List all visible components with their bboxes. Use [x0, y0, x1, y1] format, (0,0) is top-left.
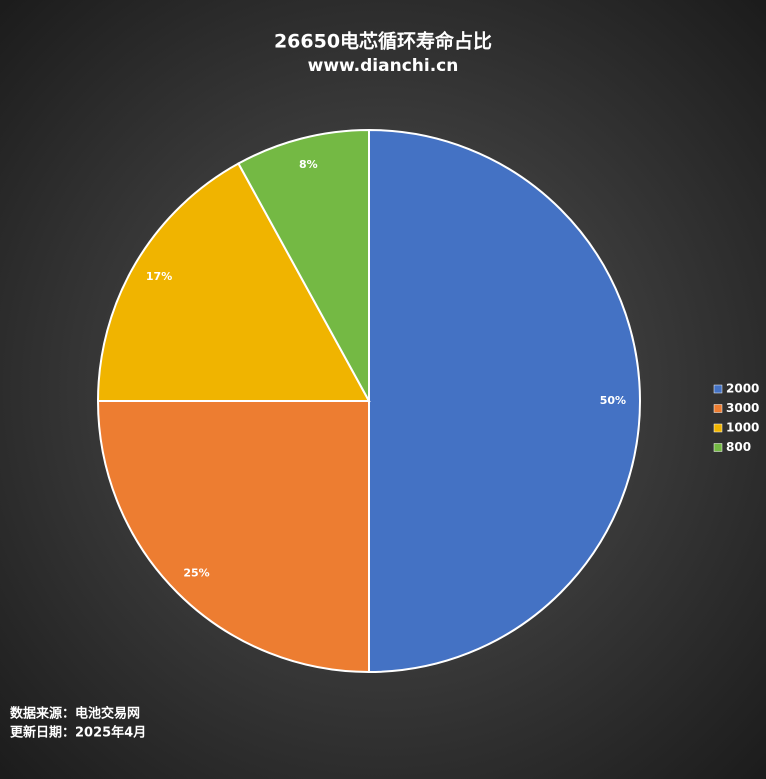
note: 更新日期：2025年4月	[10, 725, 146, 741]
chart-subtitle: www.dianchi.cn	[308, 56, 459, 76]
legend-label: 2000	[726, 382, 759, 396]
data-label: 8%	[299, 158, 318, 171]
note: 数据来源：电池交易网	[10, 706, 140, 722]
legend-label: 800	[726, 440, 751, 454]
legend-swatch	[713, 423, 723, 433]
data-label: 17%	[146, 270, 172, 283]
legend-swatch	[713, 384, 723, 394]
data-label: 50%	[600, 394, 626, 407]
legend-swatch	[713, 443, 723, 452]
chart-title: 26650电芯循环寿命占比	[274, 30, 492, 53]
pie-slice	[96, 162, 371, 402]
legend-label: 1000	[726, 421, 759, 435]
pie-slice	[96, 400, 370, 674]
data-label: 25%	[183, 566, 209, 579]
legend-swatch	[713, 404, 723, 413]
pie-slice	[368, 128, 641, 674]
pie-slice	[237, 128, 370, 402]
legend-label: 3000	[726, 401, 759, 415]
